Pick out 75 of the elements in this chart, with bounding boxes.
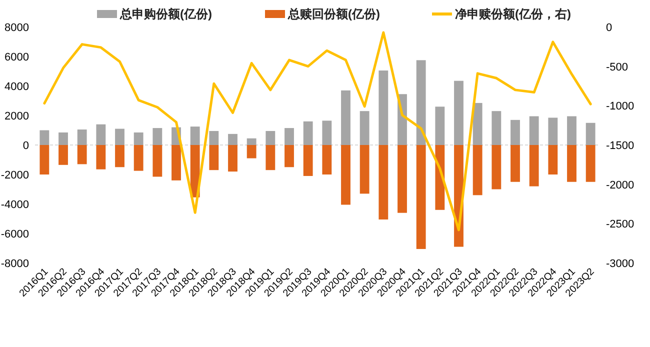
y-tick-label: 6000 [4, 52, 29, 64]
legend-label: 净申赎份额(亿份，右) [455, 7, 571, 21]
bar [510, 145, 520, 182]
bar [303, 145, 313, 176]
bar [378, 70, 388, 145]
line-series [43, 31, 592, 232]
bar [96, 145, 106, 170]
bar [510, 120, 520, 145]
y2-tick-label: -2000 [606, 179, 634, 192]
bar [303, 121, 313, 145]
bar [398, 145, 407, 213]
y2-tick-label: -1500 [606, 140, 634, 152]
y-tick-label: 4000 [4, 81, 29, 93]
y-tick-label: -6000 [0, 228, 29, 240]
bar [435, 106, 445, 145]
bar [416, 145, 426, 249]
y2-tick-label: -500 [606, 61, 628, 74]
y2-tick-label: 0 [606, 22, 612, 34]
bar [115, 128, 124, 145]
bar [360, 145, 370, 194]
bar [134, 145, 144, 171]
bar [416, 60, 426, 145]
bar [96, 124, 106, 145]
bar [152, 145, 162, 177]
bar [246, 145, 256, 158]
bar [548, 145, 558, 174]
bar [77, 130, 87, 145]
bar [341, 90, 350, 145]
bar [209, 130, 219, 145]
y2-tick-label: -2500 [606, 218, 634, 231]
bar [586, 145, 596, 182]
bar [567, 116, 576, 145]
bar [567, 145, 576, 182]
y-tick-label: -8000 [0, 258, 29, 270]
bar [228, 145, 238, 172]
bar [172, 145, 181, 180]
bar [58, 145, 68, 165]
bar [266, 130, 276, 145]
bar [77, 145, 87, 164]
bar [40, 145, 50, 174]
bar [58, 132, 68, 145]
bar [586, 122, 596, 145]
bar [529, 116, 539, 145]
bar [472, 102, 482, 145]
y-tick-label: 2000 [4, 110, 29, 122]
bar [472, 145, 482, 196]
bar [548, 118, 558, 145]
bar [341, 145, 350, 205]
bar [134, 132, 144, 145]
bar [284, 128, 294, 145]
bar [322, 120, 332, 145]
bar [40, 130, 50, 145]
bar [266, 145, 276, 170]
y-tick-label: -2000 [0, 170, 29, 182]
bar [209, 145, 219, 170]
bar [454, 80, 464, 145]
bar [492, 145, 502, 190]
bar [360, 111, 370, 145]
bar [322, 145, 332, 174]
bar [529, 145, 539, 186]
y-tick-label: 0 [22, 140, 29, 152]
y-tick-label: -4000 [0, 199, 29, 211]
bar [284, 145, 294, 168]
bar [190, 126, 200, 145]
y2-tick-label: -1000 [606, 100, 634, 113]
y2-tick-label: -3000 [606, 258, 634, 270]
bar [246, 138, 256, 145]
y-tick-label: 8000 [4, 22, 29, 34]
bar [378, 145, 388, 220]
legend-label: 总赎回份额(亿份) [287, 7, 380, 21]
bar [115, 145, 124, 168]
bar [492, 111, 502, 145]
legend-label: 总申购份额(亿份) [119, 7, 212, 21]
bar [228, 134, 238, 145]
bar [152, 128, 162, 145]
